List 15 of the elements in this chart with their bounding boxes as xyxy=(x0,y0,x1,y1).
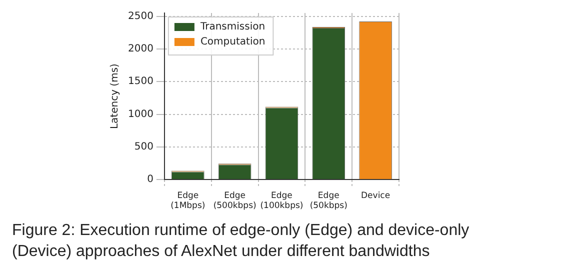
y-tick-label: 0 xyxy=(147,174,154,186)
x-tick-label: Device xyxy=(361,190,390,201)
x-tick-label: Edge (50kbps) xyxy=(310,190,348,212)
legend-label: Transmission xyxy=(199,22,266,33)
x-tick-label: Edge (500kbps) xyxy=(213,190,256,212)
y-tick-label: 1500 xyxy=(128,76,154,88)
y-tick-label: 2500 xyxy=(128,10,154,22)
x-tick-label: Edge (1Mbps) xyxy=(170,190,206,212)
x-tick-label: Edge (100kbps) xyxy=(260,190,304,212)
y-tick-label: 1000 xyxy=(128,108,154,120)
caption: Figure 2: Execution runtime of edge-only (Edge) and device-only (Device) approaches of AlexNet under different bandwidths xyxy=(12,221,470,262)
y-tick-label: 500 xyxy=(134,142,154,153)
y-tick-label: 2000 xyxy=(128,44,154,55)
legend-label: Computation xyxy=(200,36,266,48)
y-axis-title: Latency (ms) xyxy=(110,63,121,130)
